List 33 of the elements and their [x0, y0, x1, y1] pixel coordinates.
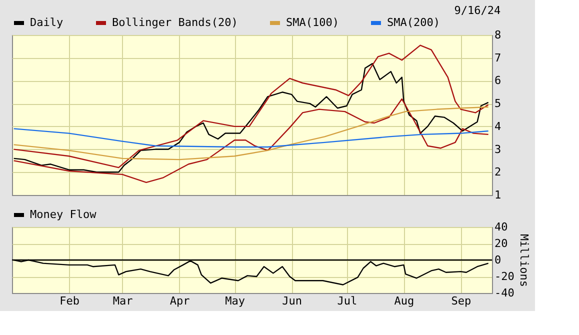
x-tick-label: Jul — [337, 294, 358, 308]
x-tick-label: May — [225, 294, 246, 308]
text: 9/16/24 — [454, 4, 501, 17]
x-tick-label: Feb — [60, 294, 80, 308]
line-series — [13, 106, 489, 160]
legend-label: Money Flow — [30, 208, 97, 221]
y-tick-label: 1 — [494, 188, 502, 202]
y-tick-label: 40 — [494, 220, 508, 234]
line-series — [13, 98, 489, 184]
legend-label: Bollinger Bands(20) — [112, 16, 238, 29]
y-tick-label: 7 — [494, 51, 502, 64]
line-series — [13, 62, 489, 173]
x-tick-label: Mar — [112, 294, 134, 308]
y-tick-label: 4 — [494, 120, 502, 133]
y-tick-label: 3 — [494, 142, 502, 156]
y-tick-label: 2 — [494, 166, 502, 179]
y-tick-label: 0 — [494, 254, 502, 266]
y-tick-label: -40 — [494, 286, 514, 300]
y-tick-label: 6 — [494, 74, 502, 88]
x-tick-label: Sep — [451, 294, 472, 308]
legend-label: Daily — [30, 16, 64, 29]
x-tick-label: Apr — [170, 294, 190, 308]
y-tick-label: -20 — [494, 270, 514, 283]
y-axis-title: Millions — [517, 234, 530, 287]
x-tick-label: Aug — [394, 294, 414, 308]
x-tick-label: Jun — [282, 294, 302, 308]
line-series — [13, 128, 489, 148]
legend-label: SMA(100) — [286, 16, 339, 29]
line-series — [13, 44, 489, 168]
legend-label: SMA(200) — [387, 16, 440, 29]
y-tick-label: 5 — [494, 97, 502, 110]
y-tick-label: 20 — [494, 237, 508, 250]
y-tick-label: 8 — [494, 28, 502, 42]
